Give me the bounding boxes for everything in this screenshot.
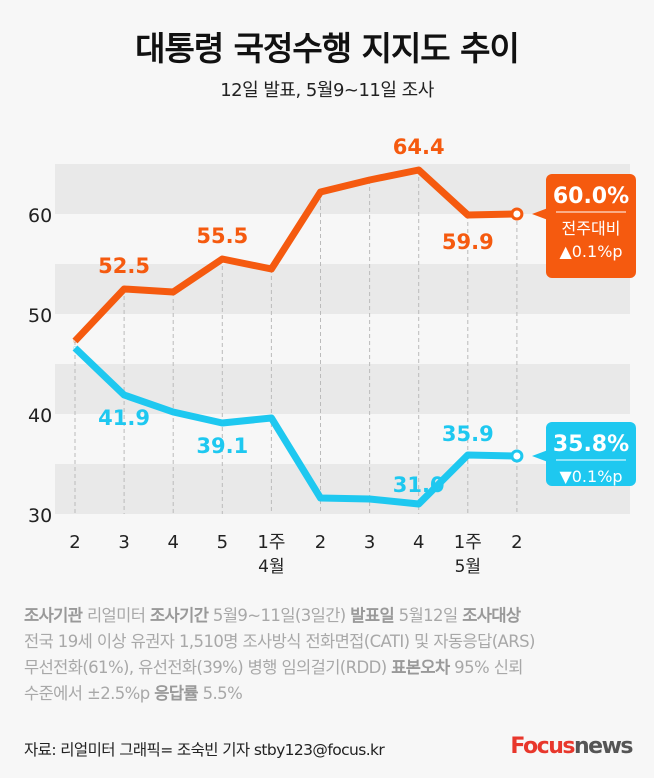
x-tick-label: 1주 [454, 532, 482, 553]
callout-pointer [532, 450, 548, 462]
chart-subtitle: 12일 발표, 5월9~11일 조사 [220, 80, 434, 101]
data-label: 55.5 [196, 224, 248, 248]
notes-text: 조사기간 [149, 606, 209, 625]
focusnews-logo: Focusnews [510, 734, 633, 759]
x-tick-label: 4 [167, 532, 178, 553]
x-tick-label: 3 [364, 532, 375, 553]
notes-line: 수준에서 ±2.5%p 응답률 5.5% [24, 681, 644, 707]
notes-text: 리얼미터 [82, 606, 150, 625]
data-label: 64.4 [393, 135, 445, 159]
y-tick-label: 30 [28, 505, 52, 527]
chart-title: 대통령 국정수행 지지도 추이 [135, 29, 520, 68]
callout-value: 35.8% [553, 432, 629, 457]
source-credit: 자료: 리얼미터 그래픽= 조숙빈 기자 stby123@focus.kr [24, 741, 385, 759]
notes-text: 조사대상 [462, 606, 521, 625]
callout-caption: 전주대비 [562, 219, 621, 238]
y-tick-label: 50 [28, 305, 52, 327]
callout-change: ▼0.1%p [559, 467, 622, 486]
notes-line: 전국 19세 이상 유권자 1,510명 조사방식 전화면접(CATI) 및 자… [24, 629, 644, 655]
notes-text: 발표일 [350, 606, 395, 625]
series-line [72, 345, 517, 508]
callout-value: 60.0% [553, 184, 629, 209]
x-tick-label: 4 [413, 532, 424, 553]
notes-text: 표본오차 [391, 658, 450, 677]
data-point [510, 207, 524, 221]
callout-change: ▲0.1%p [559, 242, 622, 261]
x-tick-label: 2 [315, 532, 326, 553]
month-label: 5월 [455, 557, 481, 577]
notes-text: 5월12일 [394, 606, 463, 625]
x-tick-label: 5 [217, 532, 228, 553]
notes-text: 5.5% [197, 684, 243, 703]
data-label: 39.1 [196, 434, 248, 458]
callout-box [546, 422, 636, 486]
notes-text: 조사기관 [24, 606, 83, 625]
data-label: 59.9 [442, 230, 494, 254]
notes-text: 5월9~11일(3일간) [208, 606, 351, 625]
notes-text: 무선전화(61%), 유선전화(39%) 병행 임의걸기(RDD) [24, 658, 392, 677]
notes-text: 전국 19세 이상 유권자 1,510명 조사방식 전화면접(CATI) 및 자… [24, 632, 535, 651]
data-label: 31.0 [393, 473, 445, 497]
series-line [72, 166, 517, 344]
callout-pointer [532, 208, 548, 220]
data-label: 52.5 [98, 254, 150, 278]
notes-line: 무선전화(61%), 유선전화(39%) 병행 임의걸기(RDD) 표본오차 9… [24, 655, 644, 681]
line-chart: 2 3 4 5 1주 2 3 4 1주 2 4월 5월 30 40 50 60 52.5 55.5 64.4 59.9… [28, 135, 636, 577]
data-label: 41.9 [98, 406, 150, 430]
month-label: 4월 [258, 557, 284, 577]
y-tick-label: 40 [28, 405, 52, 427]
x-tick-label: 2 [511, 532, 522, 553]
data-label: 35.9 [442, 422, 494, 446]
notes-line: 조사기관 리얼미터 조사기간 5월9~11일(3일간) 발표일 5월12일 조사… [24, 603, 644, 629]
x-tick-label: 3 [118, 532, 129, 553]
data-point [510, 449, 524, 463]
notes-text: 95% 신뢰 [449, 658, 523, 677]
notes-text: 응답률 [154, 684, 198, 703]
x-tick-label: 2 [69, 532, 80, 553]
callout-box [546, 174, 636, 278]
notes-text: 수준에서 ±2.5%p [24, 684, 155, 703]
survey-notes: 조사기관 리얼미터 조사기간 5월9~11일(3일간) 발표일 5월12일 조사… [24, 603, 644, 707]
grid-band [55, 464, 630, 514]
x-tick-label: 1주 [257, 532, 285, 553]
y-tick-label: 60 [28, 205, 52, 227]
